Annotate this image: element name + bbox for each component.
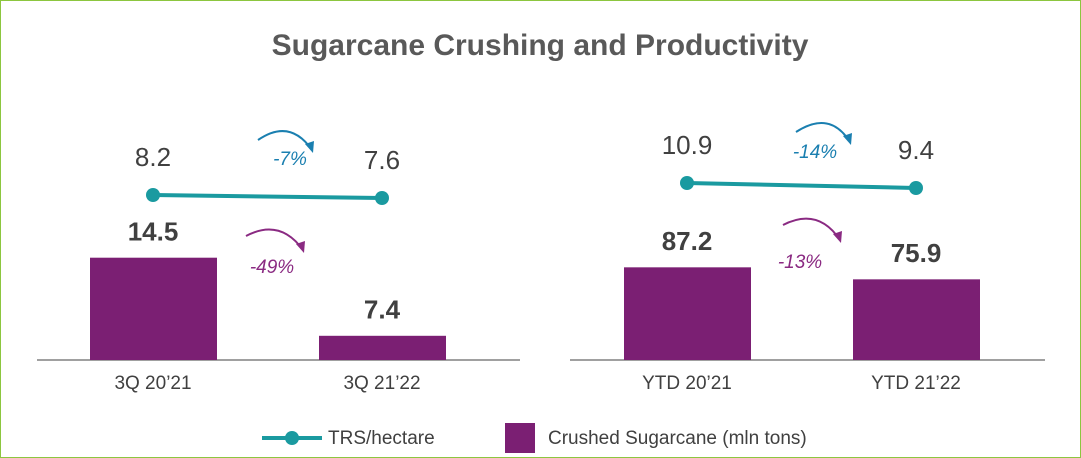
- x-tick-label: 3Q 21’22: [343, 373, 420, 394]
- line: [152, 193, 383, 200]
- bar-value-label: 14.5: [128, 217, 179, 247]
- annotation: -49%: [250, 257, 294, 278]
- line: [686, 181, 917, 190]
- legend-label: TRS/hectare: [328, 428, 435, 449]
- arrow-head: [833, 231, 842, 243]
- arrow-head: [296, 241, 305, 253]
- bar: [624, 267, 751, 360]
- line-value-label: 9.4: [898, 135, 934, 165]
- legend-label: Crushed Sugarcane (mln tons): [548, 428, 807, 449]
- chart-title: Sugarcane Crushing and Productivity: [272, 29, 809, 62]
- line-point: [909, 181, 923, 195]
- arrow-head: [843, 133, 852, 145]
- line-value-label: 10.9: [662, 130, 713, 160]
- arrow-head: [305, 141, 314, 153]
- annotation: -7%: [273, 149, 307, 170]
- bar: [90, 257, 217, 360]
- line-point: [680, 176, 694, 190]
- line-value-label: 7.6: [364, 145, 400, 175]
- annotation: -13%: [778, 252, 822, 273]
- x-tick-label: YTD 20’21: [642, 373, 732, 394]
- bar-value-label: 7.4: [364, 295, 401, 325]
- legend-swatch: [505, 423, 535, 453]
- x-tick-label: YTD 21’22: [871, 373, 961, 394]
- bar: [853, 279, 980, 360]
- annotation: -14%: [793, 142, 837, 163]
- bar: [319, 335, 446, 360]
- line-point: [146, 188, 160, 202]
- line-point: [375, 191, 389, 205]
- arrows: [245, 122, 852, 253]
- x-tick-label: 3Q 20’21: [114, 373, 191, 394]
- line-value-label: 8.2: [135, 142, 171, 172]
- legend-point: [285, 431, 299, 445]
- bar-value-label: 87.2: [662, 226, 713, 256]
- bar-value-label: 75.9: [891, 238, 942, 268]
